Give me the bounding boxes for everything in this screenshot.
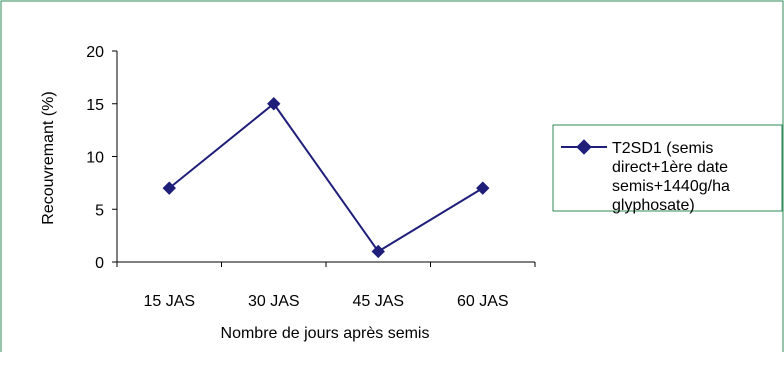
y-tick-label: 20 [86,44,104,61]
data-point [267,97,281,111]
axes [112,50,536,267]
y-tick-label: 0 [95,255,104,272]
x-tick-label: 60 JAS [457,293,509,310]
legend-label-line: glyphosate) [612,197,695,214]
legend-diamond-marker [576,139,592,155]
legend-label-line: direct+1ère date [612,159,728,176]
y-tick-label: 5 [95,202,104,219]
legend-label-line: T2SD1 (semis [612,140,713,157]
x-tick-label: 30 JAS [248,293,300,310]
data-point [371,244,385,259]
data-point [476,181,490,195]
y-axis-label: Recouvremant (%) [40,91,57,224]
data-point [162,181,176,195]
x-tick-label: 45 JAS [352,293,404,310]
x-axis-label: Nombre de jours après semis [221,325,430,342]
x-tick-label: 15 JAS [143,293,195,310]
legend-box [552,124,783,212]
series-line [168,102,484,253]
legend-label-line: semis+1440g/ha [612,178,730,195]
legend: T2SD1 (semis direct+1ère date semis+1440g/… [552,124,783,214]
chart-border [0,0,784,352]
y-tick-label: 15 [86,97,104,114]
series-plot [162,97,490,259]
y-tick-label: 10 [86,150,104,167]
tick-labels: 0 5 10 15 20 15 JAS 30 JAS 45 JAS 60 JAS [86,44,508,310]
legend-label: T2SD1 (semis direct+1ère date semis+1440g/… [612,140,730,214]
